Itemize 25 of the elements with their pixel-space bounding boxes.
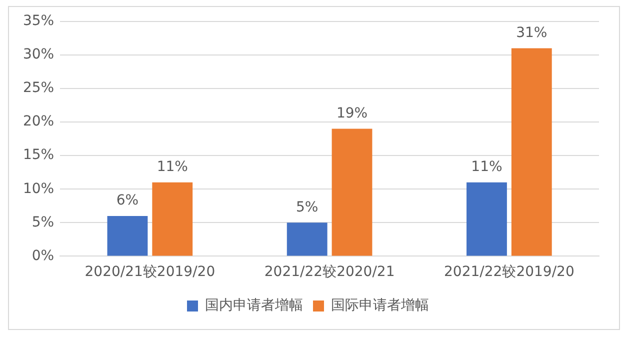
data-label: 6% <box>116 192 139 209</box>
data-label: 31% <box>516 24 548 41</box>
y-tick-label: 20% <box>22 114 54 130</box>
y-tick-label: 0% <box>32 248 54 264</box>
bar <box>286 222 328 256</box>
bar <box>107 216 148 256</box>
y-tick-label: 5% <box>32 214 54 230</box>
legend-label: 国内申请者增幅 <box>205 298 303 314</box>
data-label: 5% <box>296 199 318 216</box>
bar <box>332 128 372 256</box>
y-tick-label: 25% <box>22 80 54 96</box>
data-label: 11% <box>156 159 188 176</box>
y-tick-label: 30% <box>22 46 54 63</box>
data-label: 19% <box>336 105 368 122</box>
x-tick-label: 2020/21较2019/20 <box>84 264 216 280</box>
y-tick-label: 35% <box>22 13 54 30</box>
x-tick-label: 2021/22较2020/21 <box>264 264 395 280</box>
y-tick-label: 15% <box>22 147 54 164</box>
data-label: 11% <box>471 159 502 176</box>
legend-label: 国际申请者增幅 <box>331 298 429 314</box>
y-tick-label: 10% <box>22 180 54 197</box>
x-tick-label: 2021/22较2019/20 <box>444 264 574 280</box>
bar <box>466 182 507 256</box>
bar <box>152 182 193 256</box>
bar <box>511 48 552 256</box>
